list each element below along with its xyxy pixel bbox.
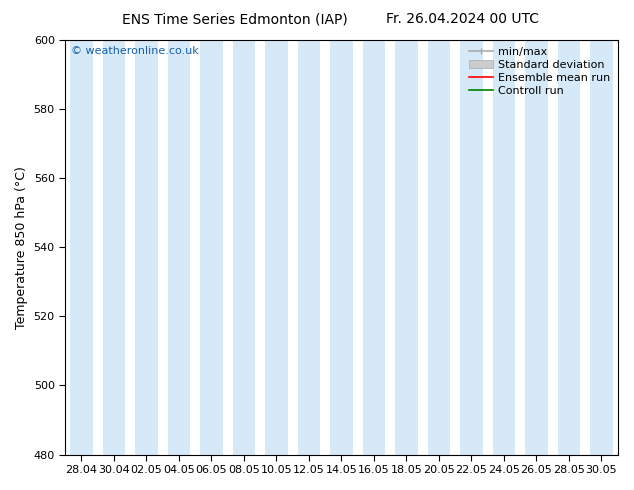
Bar	[590, 40, 613, 455]
Text: ENS Time Series Edmonton (IAP): ENS Time Series Edmonton (IAP)	[122, 12, 347, 26]
Bar	[200, 40, 223, 455]
Bar	[493, 40, 515, 455]
Bar	[330, 40, 353, 455]
Text: © weatheronline.co.uk: © weatheronline.co.uk	[71, 46, 198, 56]
Bar	[427, 40, 450, 455]
Bar	[363, 40, 385, 455]
Bar	[525, 40, 548, 455]
Bar	[135, 40, 158, 455]
Legend: min/max, Standard deviation, Ensemble mean run, Controll run: min/max, Standard deviation, Ensemble me…	[467, 45, 612, 98]
Bar	[70, 40, 93, 455]
Text: Fr. 26.04.2024 00 UTC: Fr. 26.04.2024 00 UTC	[386, 12, 540, 26]
Bar	[395, 40, 418, 455]
Bar	[167, 40, 190, 455]
Y-axis label: Temperature 850 hPa (°C): Temperature 850 hPa (°C)	[15, 166, 28, 328]
Bar	[233, 40, 256, 455]
Bar	[265, 40, 288, 455]
Bar	[460, 40, 482, 455]
Bar	[297, 40, 320, 455]
Bar	[103, 40, 126, 455]
Bar	[557, 40, 580, 455]
